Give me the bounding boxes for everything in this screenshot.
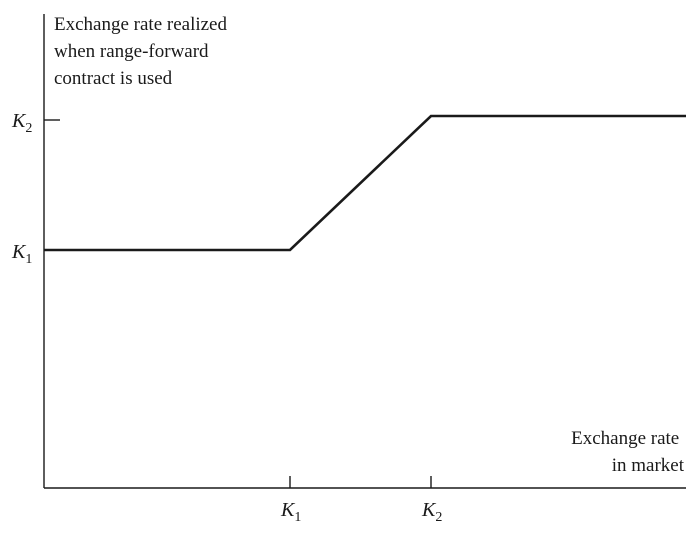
y-axis-title-line-1: Exchange rate realized [54,14,227,35]
x-tick-label-k1: K1 [280,499,301,525]
y-axis-title: Exchange rate realized when range-forwar… [54,14,232,89]
y-tick-label-k1: K1 [11,241,32,267]
x-tick-label-k2: K2 [421,499,442,525]
y-tick-label-k1-symbol: K [11,241,27,263]
y-axis-title-line-3: contract is used [54,68,173,89]
y-tick-label-k2-symbol: K [11,110,27,132]
x-axis-title-line-2: in market [612,455,685,476]
y-tick-label-k1-sub: 1 [25,252,32,267]
x-tick-label-k2-sub: 2 [435,510,442,525]
y-tick-label-k2-sub: 2 [25,121,32,136]
x-axis-title-line-1: Exchange rate [571,428,679,449]
x-tick-label-k1-symbol: K [280,499,296,521]
x-tick-label-k1-sub: 1 [294,510,301,525]
x-axis-title: Exchange rate in market [571,428,685,476]
y-axis-title-line-2: when range-forward [54,41,209,62]
x-tick-label-k2-symbol: K [421,499,437,521]
y-tick-label-k2: K2 [11,110,32,136]
payoff-line [44,114,686,252]
